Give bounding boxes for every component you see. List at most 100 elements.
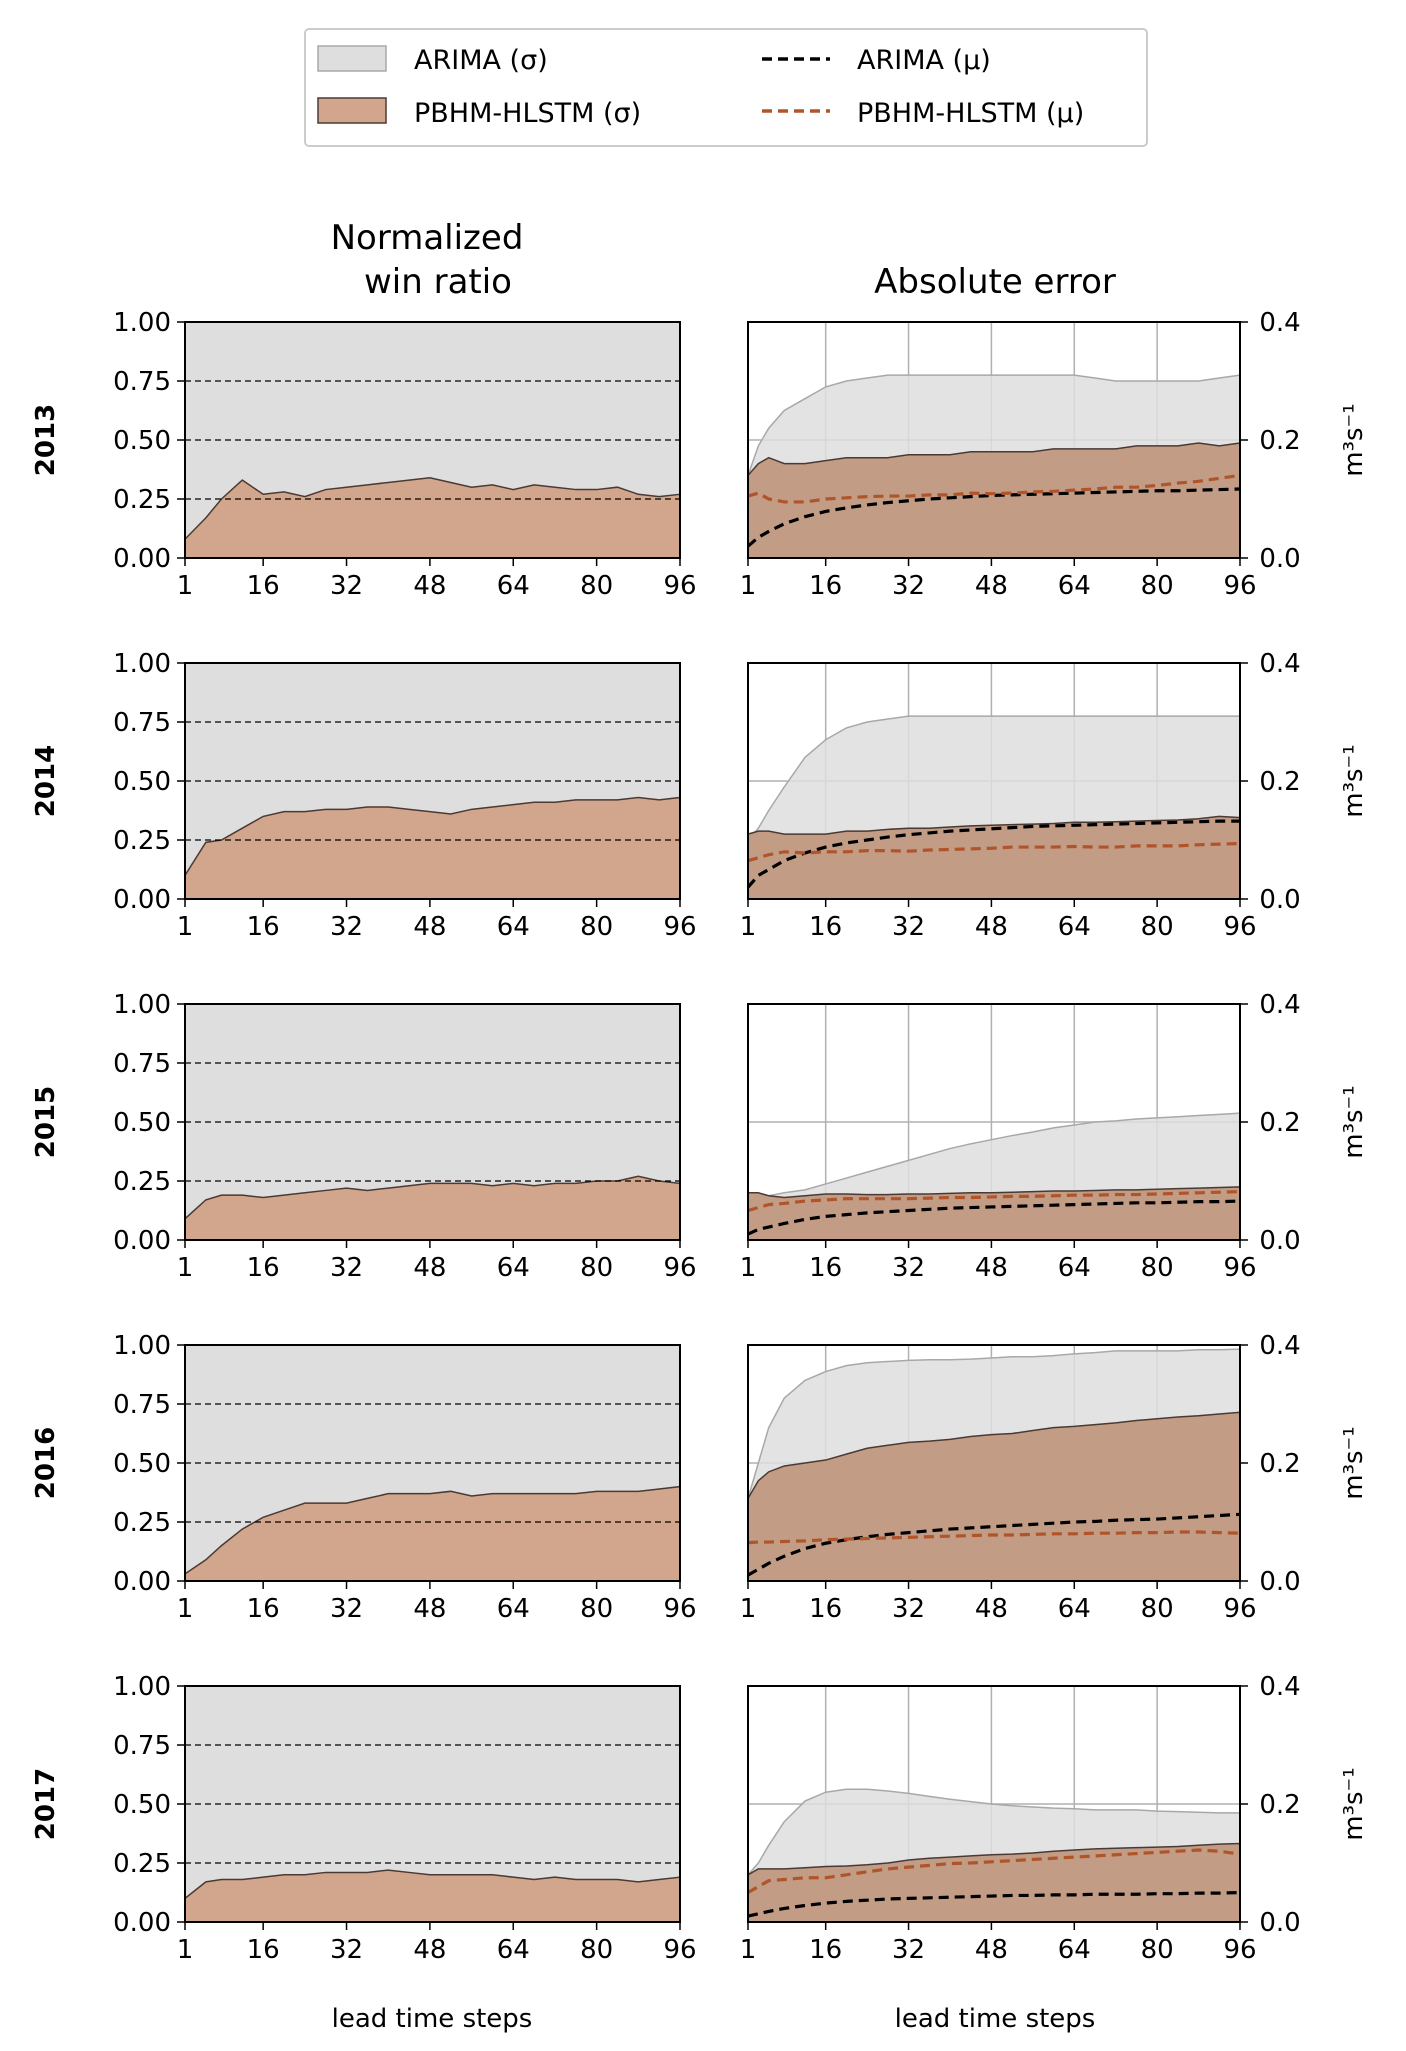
- x-tick-label-left-2014-16: 16: [247, 912, 280, 942]
- x-tick-label-right-2017-64: 64: [1058, 1935, 1091, 1965]
- x-tick-label-right-2017-96: 96: [1223, 1935, 1256, 1965]
- win-ratio-y-tick-label-2013-0.75: 0.75: [113, 367, 171, 397]
- x-tick-label-right-2017-1: 1: [740, 1935, 757, 1965]
- x-tick-label-left-2016-64: 64: [497, 1594, 530, 1624]
- x-tick-label-right-2015-48: 48: [975, 1253, 1008, 1283]
- x-tick-label-left-2015-64: 64: [497, 1253, 530, 1283]
- x-tick-label-right-2013-32: 32: [892, 571, 925, 601]
- abs-error-y-tick-label-2014-0.4: 0.4: [1259, 649, 1300, 679]
- win-ratio-panel-2017: 0.00 0.25 0.50 0.75 1.00 1 16 32 48 64 80 96 2017: [31, 1672, 697, 1965]
- win-ratio-y-tick-label-2015-0.75: 0.75: [113, 1049, 171, 1079]
- x-tick-label-right-2015-80: 80: [1141, 1253, 1174, 1283]
- abs-error-y-axis-label-2014: m³s⁻¹: [1339, 744, 1369, 817]
- abs-error-panel-2017: 0.0 0.2 0.4 1 16 32 48 64 80 96 m³s⁻¹: [740, 1672, 1369, 1965]
- x-tick-label-right-2017-48: 48: [975, 1935, 1008, 1965]
- x-tick-label-right-2016-96: 96: [1223, 1594, 1256, 1624]
- win-ratio-y-tick-label-2017-0.25: 0.25: [113, 1849, 171, 1879]
- abs-error-panel-2013: 0.0 0.2 0.4 1 16 32 48 64 80 96 m³s⁻¹: [740, 308, 1369, 601]
- x-tick-label-right-2016-16: 16: [809, 1594, 842, 1624]
- abs-error-hlstm-mu-2016: [747, 1530, 1241, 1545]
- legend-label-hlstm-mu: PBHM-HLSTM (μ): [857, 98, 1084, 129]
- x-tick-label-right-2015-16: 16: [809, 1253, 842, 1283]
- win-ratio-y-tick-label-2013-0.50: 0.50: [113, 426, 171, 456]
- win-ratio-y-tick-label-2016-0.00: 0.00: [113, 1567, 171, 1597]
- win-ratio-y-tick-label-2017-1.00: 1.00: [113, 1672, 171, 1702]
- abs-error-y-axis-label-2015: m³s⁻¹: [1339, 1085, 1369, 1158]
- x-tick-label-right-2013-96: 96: [1223, 571, 1256, 601]
- abs-error-y-tick-label-2013-0.4: 0.4: [1259, 308, 1300, 338]
- abs-error-arima-mu-2015: [747, 1199, 1241, 1236]
- abs-error-hlstm-mu-2014: [747, 841, 1241, 863]
- abs-error-hlstm-sigma-2016: [747, 1411, 1241, 1582]
- x-tick-label-left-2017-1: 1: [177, 1935, 194, 1965]
- abs-error-y-tick-label-2013-0.0: 0.0: [1259, 544, 1300, 574]
- x-tick-label-right-2014-80: 80: [1141, 912, 1174, 942]
- x-tick-label-right-2014-48: 48: [975, 912, 1008, 942]
- row-label-2017: 2017: [31, 1768, 61, 1840]
- x-axis-label-right: lead time steps: [895, 2004, 1096, 2034]
- abs-error-y-tick-label-2017-0.2: 0.2: [1259, 1790, 1300, 1820]
- legend-label-arima-mu: ARIMA (μ): [857, 45, 991, 76]
- win-ratio-y-tick-label-2016-1.00: 1.00: [113, 1331, 171, 1361]
- abs-error-y-tick-label-2015-0.2: 0.2: [1259, 1108, 1300, 1138]
- abs-error-panel-2016: 0.0 0.2 0.4 1 16 32 48 64 80 96 m³s⁻¹: [740, 1331, 1369, 1624]
- row-label-2013: 2013: [31, 404, 61, 476]
- x-tick-label-left-2017-32: 32: [330, 1935, 363, 1965]
- x-tick-label-left-2016-80: 80: [580, 1594, 613, 1624]
- win-ratio-panel-2013: 0.00 0.25 0.50 0.75 1.00 1 16 32 48 64 80 96 2013: [31, 308, 697, 601]
- x-tick-label-left-2015-48: 48: [413, 1253, 446, 1283]
- win-ratio-y-tick-label-2017-0.00: 0.00: [113, 1908, 171, 1938]
- win-ratio-y-tick-label-2016-0.50: 0.50: [113, 1449, 171, 1479]
- x-tick-label-left-2016-16: 16: [247, 1594, 280, 1624]
- win-ratio-y-tick-label-2014-0.50: 0.50: [113, 767, 171, 797]
- x-tick-label-right-2016-48: 48: [975, 1594, 1008, 1624]
- abs-error-y-tick-label-2017-0.0: 0.0: [1259, 1908, 1300, 1938]
- win-ratio-y-tick-label-2015-0.25: 0.25: [113, 1167, 171, 1197]
- x-tick-label-left-2017-64: 64: [497, 1935, 530, 1965]
- x-tick-label-right-2015-1: 1: [740, 1253, 757, 1283]
- x-tick-label-right-2015-96: 96: [1223, 1253, 1256, 1283]
- abs-error-hlstm-mu-2013: [747, 473, 1241, 504]
- x-tick-label-right-2013-1: 1: [740, 571, 757, 601]
- win-ratio-title-line1: Normalized: [331, 218, 524, 258]
- x-tick-label-right-2017-16: 16: [809, 1935, 842, 1965]
- x-tick-label-left-2013-64: 64: [497, 571, 530, 601]
- win-ratio-hlstm-area-2015: [184, 1175, 681, 1241]
- win-ratio-y-tick-label-2014-1.00: 1.00: [113, 649, 171, 679]
- legend-box: [304, 28, 1148, 147]
- panels: 0.00 0.25 0.50 0.75 1.00 1 16 32 48 64 80 96 2013 0.0…: [31, 308, 1369, 1965]
- x-tick-label-left-2016-1: 1: [177, 1594, 194, 1624]
- abs-error-arima-mu-2017: [747, 1890, 1241, 1918]
- win-ratio-y-tick-label-2014-0.25: 0.25: [113, 826, 171, 856]
- x-tick-label-right-2015-64: 64: [1058, 1253, 1091, 1283]
- win-ratio-hlstm-area-2016: [184, 1485, 681, 1582]
- x-tick-label-left-2013-48: 48: [413, 571, 446, 601]
- x-tick-label-left-2013-80: 80: [580, 571, 613, 601]
- abs-error-y-tick-label-2014-0.2: 0.2: [1259, 767, 1300, 797]
- x-tick-label-right-2014-64: 64: [1058, 912, 1091, 942]
- x-tick-label-left-2015-32: 32: [330, 1253, 363, 1283]
- row-label-2015: 2015: [31, 1086, 61, 1158]
- x-tick-label-left-2014-32: 32: [330, 912, 363, 942]
- abs-error-hlstm-mu-2015: [747, 1190, 1241, 1213]
- x-tick-label-right-2015-32: 32: [892, 1253, 925, 1283]
- x-tick-label-right-2014-96: 96: [1223, 912, 1256, 942]
- win-ratio-y-tick-label-2017-0.75: 0.75: [113, 1731, 171, 1761]
- x-tick-label-right-2016-1: 1: [740, 1594, 757, 1624]
- abs-error-y-tick-label-2015-0.0: 0.0: [1259, 1226, 1300, 1256]
- abs-error-y-tick-label-2013-0.2: 0.2: [1259, 426, 1300, 456]
- legend-swatch-arima-sigma: [317, 45, 387, 72]
- x-tick-label-left-2017-96: 96: [663, 1935, 696, 1965]
- x-tick-label-right-2016-32: 32: [892, 1594, 925, 1624]
- abs-error-y-tick-label-2017-0.4: 0.4: [1259, 1672, 1300, 1702]
- x-tick-label-right-2014-16: 16: [809, 912, 842, 942]
- x-tick-label-left-2013-1: 1: [177, 571, 194, 601]
- abs-error-y-tick-label-2016-0.2: 0.2: [1259, 1449, 1300, 1479]
- x-tick-label-left-2014-96: 96: [663, 912, 696, 942]
- x-tick-label-right-2016-80: 80: [1141, 1594, 1174, 1624]
- win-ratio-y-tick-label-2016-0.25: 0.25: [113, 1508, 171, 1538]
- win-ratio-y-tick-label-2015-0.00: 0.00: [113, 1226, 171, 1256]
- x-tick-label-right-2013-16: 16: [809, 571, 842, 601]
- win-ratio-y-tick-label-2016-0.75: 0.75: [113, 1390, 171, 1420]
